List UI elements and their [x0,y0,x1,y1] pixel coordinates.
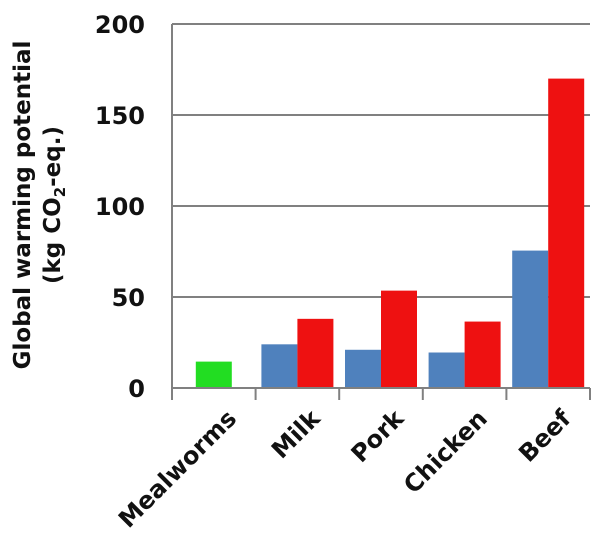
x-tick-label: Pork [346,404,410,468]
axes [171,24,591,400]
y-tick-label: 0 [128,375,145,403]
bars [195,78,585,388]
bar-milk-2 [297,318,334,388]
x-tick-label: Mealworms [113,404,242,533]
x-tick-label: Beef [513,404,577,468]
bar-milk-1 [261,344,298,388]
bar-beef-2 [548,78,585,388]
y-axis-label: Global warming potential [10,41,36,370]
y-tick-label: 100 [95,193,145,221]
x-tick-label: Chicken [398,404,493,499]
y-tick-label: 50 [112,284,145,312]
y-tick-label: 200 [95,11,145,39]
bar-beef-1 [512,250,549,388]
bar-pork-2 [381,290,417,388]
y-axis-label-units: (kg CO2-eq.) [40,126,69,284]
y-tick-label: 150 [95,102,145,130]
bar-chicken-1 [428,352,465,388]
x-tick-label: Milk [266,404,326,464]
bar-pork-1 [345,349,381,388]
bar-mealworms-0 [195,361,232,388]
bar-chicken-2 [464,321,501,388]
